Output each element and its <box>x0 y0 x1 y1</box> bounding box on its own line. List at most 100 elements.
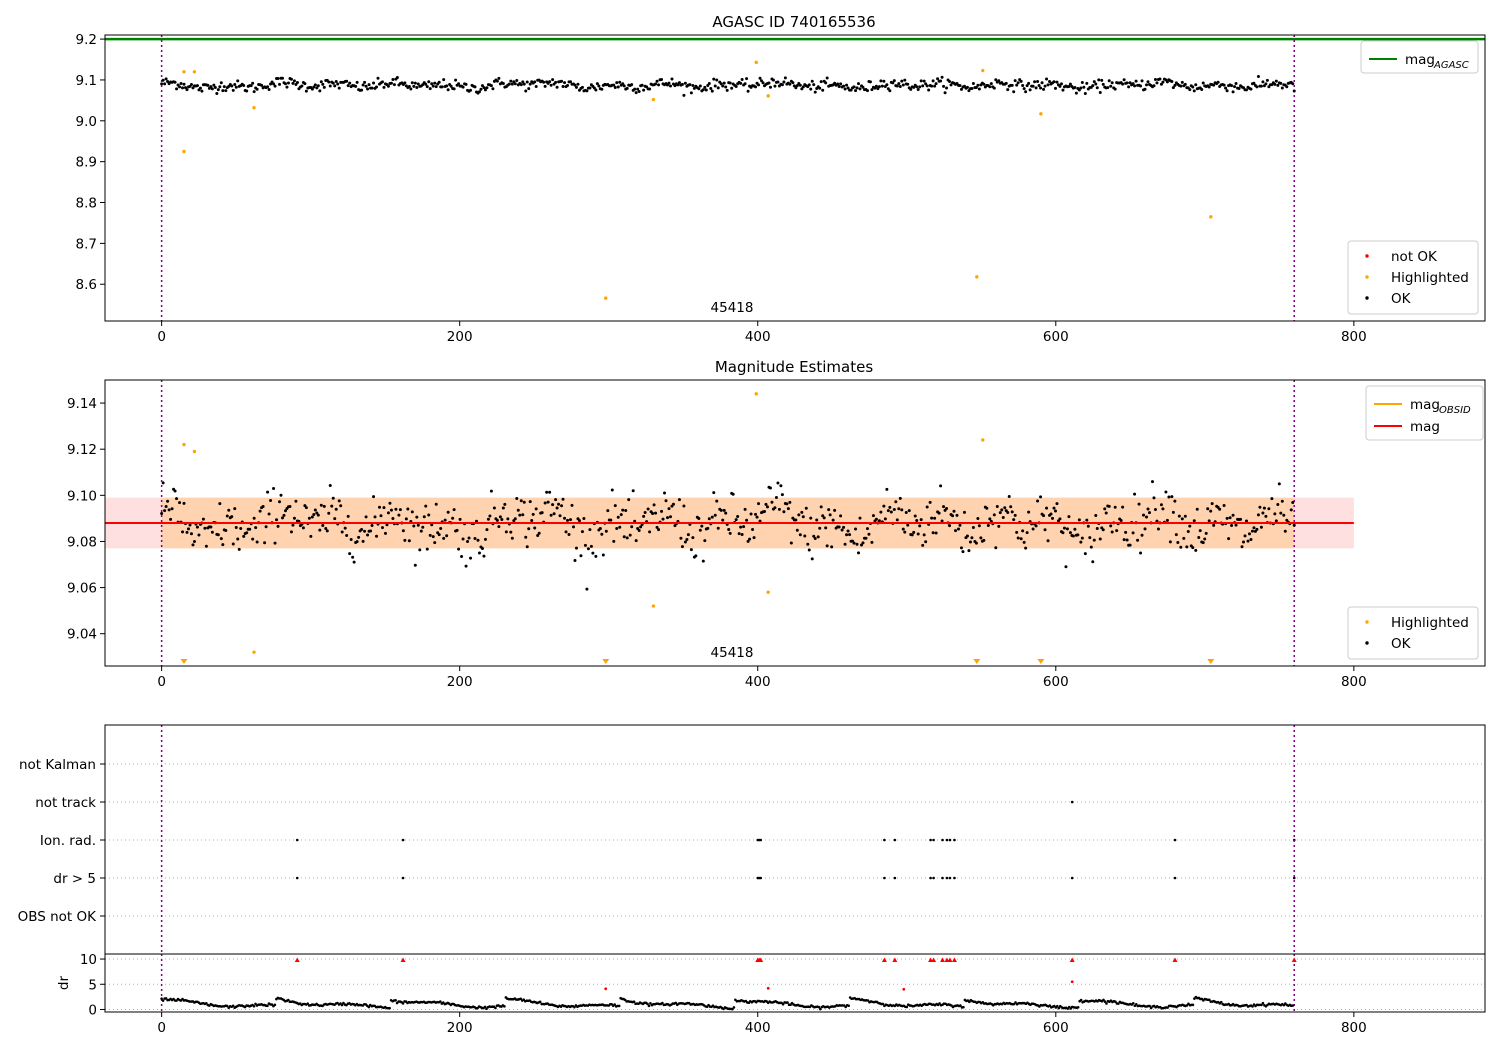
agasc-ok-point <box>563 81 567 85</box>
magnitude-ok-point <box>1209 509 1213 513</box>
magnitude-ok-point <box>1019 537 1023 541</box>
magnitude-ok-point <box>819 505 823 509</box>
magnitude-ok-point <box>577 519 581 523</box>
agasc-ok-point <box>501 82 505 86</box>
agasc-ok-point <box>701 88 705 92</box>
magnitude-ok-point <box>1177 514 1181 518</box>
magnitude-ok-point <box>516 508 520 512</box>
magnitude-ok-point <box>710 515 714 519</box>
magnitude-ok-point <box>231 542 235 546</box>
magnitude-ok-point <box>598 527 602 531</box>
agasc-ok-point <box>854 89 858 93</box>
magnitude-ok-point <box>1259 525 1263 529</box>
agasc-ok-point <box>855 86 859 90</box>
magnitude-ok-point <box>606 509 610 513</box>
agasc-ok-point <box>251 81 255 85</box>
dr-point <box>573 1005 576 1009</box>
dr-point <box>1261 1001 1265 1005</box>
below-range-marker <box>973 659 981 664</box>
magnitude-ok-point <box>349 538 353 542</box>
agasc-ok-point <box>363 80 367 84</box>
magnitude-ok-point <box>272 487 276 491</box>
agasc-ok-point <box>446 88 450 92</box>
magnitude-ok-point <box>666 516 670 520</box>
agasc-ok-point <box>813 90 817 94</box>
magnitude-ok-point <box>424 504 428 508</box>
magnitude-ok-point <box>561 497 565 501</box>
magnitude-ok-point <box>745 518 749 522</box>
flag-point <box>945 838 949 842</box>
magnitude-ok-point <box>1139 551 1143 555</box>
agasc-ok-point <box>1045 77 1049 81</box>
agasc-ok-point <box>231 88 235 92</box>
agasc-ok-point <box>178 85 182 89</box>
agasc-ok-point <box>312 85 316 89</box>
magnitude-ok-point <box>1165 518 1169 522</box>
magnitude-ok-point <box>1089 545 1093 549</box>
magnitude-panel: Magnitude Estimates 0 200 400 600 800 9.04 9.0… <box>67 358 1486 690</box>
magnitude-ok-point <box>1049 512 1053 516</box>
magnitude-ok-point <box>668 515 672 519</box>
flag-point <box>893 838 897 842</box>
magnitude-ok-point <box>965 534 969 538</box>
magnitude-ok-point <box>446 510 450 514</box>
magnitude-point-legend: Highlighted OK <box>1347 606 1479 660</box>
magnitude-ok-point <box>492 506 496 510</box>
agasc-xtick-label: 600 <box>1043 329 1069 345</box>
magnitude-ok-point <box>254 526 258 530</box>
agasc-ok-point <box>1165 80 1169 84</box>
agasc-ok-point <box>660 77 664 81</box>
magnitude-ok-point <box>278 500 282 504</box>
magnitude-ok-point <box>1277 482 1281 486</box>
agasc-ok-point <box>668 84 672 88</box>
dr-outlier-point <box>902 987 906 991</box>
dr-point <box>439 1000 442 1003</box>
agasc-ok-point <box>437 80 441 84</box>
agasc-ok-point <box>313 83 317 87</box>
magnitude-ok-point <box>1183 514 1187 518</box>
agasc-ok-point <box>276 77 280 81</box>
agasc-ok-point <box>281 76 285 80</box>
magnitude-ok-point <box>566 518 570 522</box>
agasc-ok-point <box>1152 84 1156 88</box>
dr-clipped-marker <box>951 957 957 963</box>
agasc-ok-point <box>336 82 340 86</box>
magnitude-ok-point <box>167 508 171 512</box>
agasc-ok-point <box>236 79 240 83</box>
agasc-ok-point <box>372 81 376 85</box>
magnitude-highlighted-point <box>651 604 656 608</box>
agasc-ok-point <box>719 82 723 86</box>
magnitude-ok-point <box>1061 531 1065 535</box>
magnitude-ok-point <box>1006 511 1010 515</box>
magnitude-ok-point <box>995 504 999 508</box>
magnitude-ok-point <box>1073 527 1077 531</box>
magnitude-ok-point <box>351 555 355 559</box>
magnitude-ok-point <box>189 532 193 536</box>
agasc-ok-point <box>430 82 434 86</box>
agasc-ok-point <box>801 85 805 89</box>
agasc-ok-point <box>965 85 969 89</box>
agasc-ytick-label: 8.8 <box>76 196 97 212</box>
agasc-ok-point <box>364 84 368 88</box>
dr-point <box>483 1005 487 1009</box>
magnitude-ok-point <box>175 497 179 501</box>
magnitude-ok-point <box>401 529 405 533</box>
magnitude-ok-point <box>1234 523 1238 527</box>
agasc-ok-point <box>721 84 725 88</box>
agasc-panel: AGASC ID 740165536 0 200 400 600 800 8.6 8.7 8.… <box>76 13 1486 345</box>
magnitude-ok-point <box>485 528 489 532</box>
magnitude-ok-point <box>294 499 298 503</box>
magnitude-ok-point <box>509 530 513 534</box>
agasc-ok-point <box>216 88 220 92</box>
magnitude-ok-point <box>1185 545 1189 549</box>
agasc-ok-point <box>566 84 570 88</box>
magnitude-ok-point <box>588 528 592 532</box>
magnitude-ok-point <box>1042 514 1046 518</box>
agasc-ok-point <box>1080 80 1084 84</box>
dr-point <box>959 1004 962 1007</box>
magnitude-ok-point <box>613 504 617 508</box>
dr-point <box>1014 1001 1017 1004</box>
magnitude-ok-point <box>628 533 632 537</box>
magnitude-ok-point <box>1064 565 1068 569</box>
agasc-ok-point <box>1028 88 1032 92</box>
